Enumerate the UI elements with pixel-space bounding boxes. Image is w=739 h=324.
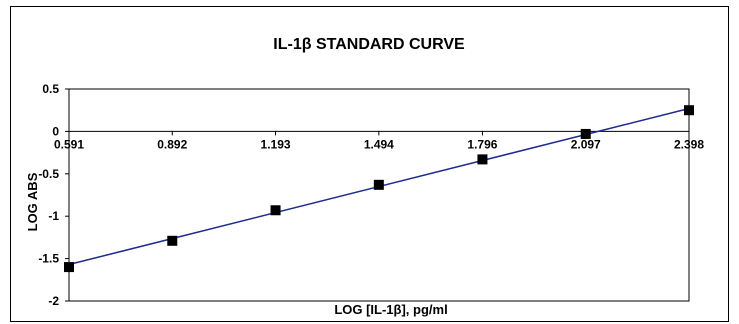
y-tick-label: -1.5 [38,252,59,266]
y-tick-label: -1 [48,209,59,223]
data-point [167,235,178,246]
y-tick-label: 0 [52,124,59,138]
chart-svg: IL-1β STANDARD CURVE LOG [IL-1β], pg/ml … [25,36,704,317]
y-tick-label: -2 [48,294,59,308]
data-point [373,179,384,190]
data-point [64,262,74,273]
y-tick-label: 0.5 [42,82,59,96]
x-tick-label: 0.591 [54,137,84,151]
x-tick-label: 1.796 [467,137,497,151]
plot-border [68,88,690,302]
x-axis-label: LOG [IL-1β], pg/ml [334,302,447,317]
data-point [270,205,281,216]
x-tick-label: 2.398 [674,137,704,151]
plot-area: 0.5 0 -0.5 -1 -1.5 -2 0.591 0.892 1.193 1.494 1.79… [38,82,704,308]
x-tick-label: 0.892 [157,137,187,151]
data-point [477,154,488,165]
chart-title: IL-1β STANDARD CURVE [273,36,465,53]
data-point [580,128,591,139]
y-tick-label: -0.5 [38,167,59,181]
x-tick-label: 1.494 [364,137,394,151]
y-axis-label: LOG ABS [25,172,40,231]
x-tick-label: 2.097 [571,137,601,151]
x-tick-label: 1.193 [261,137,291,151]
data-point [684,105,694,116]
chart-frame: IL-1β STANDARD CURVE LOG [IL-1β], pg/ml … [10,6,729,322]
